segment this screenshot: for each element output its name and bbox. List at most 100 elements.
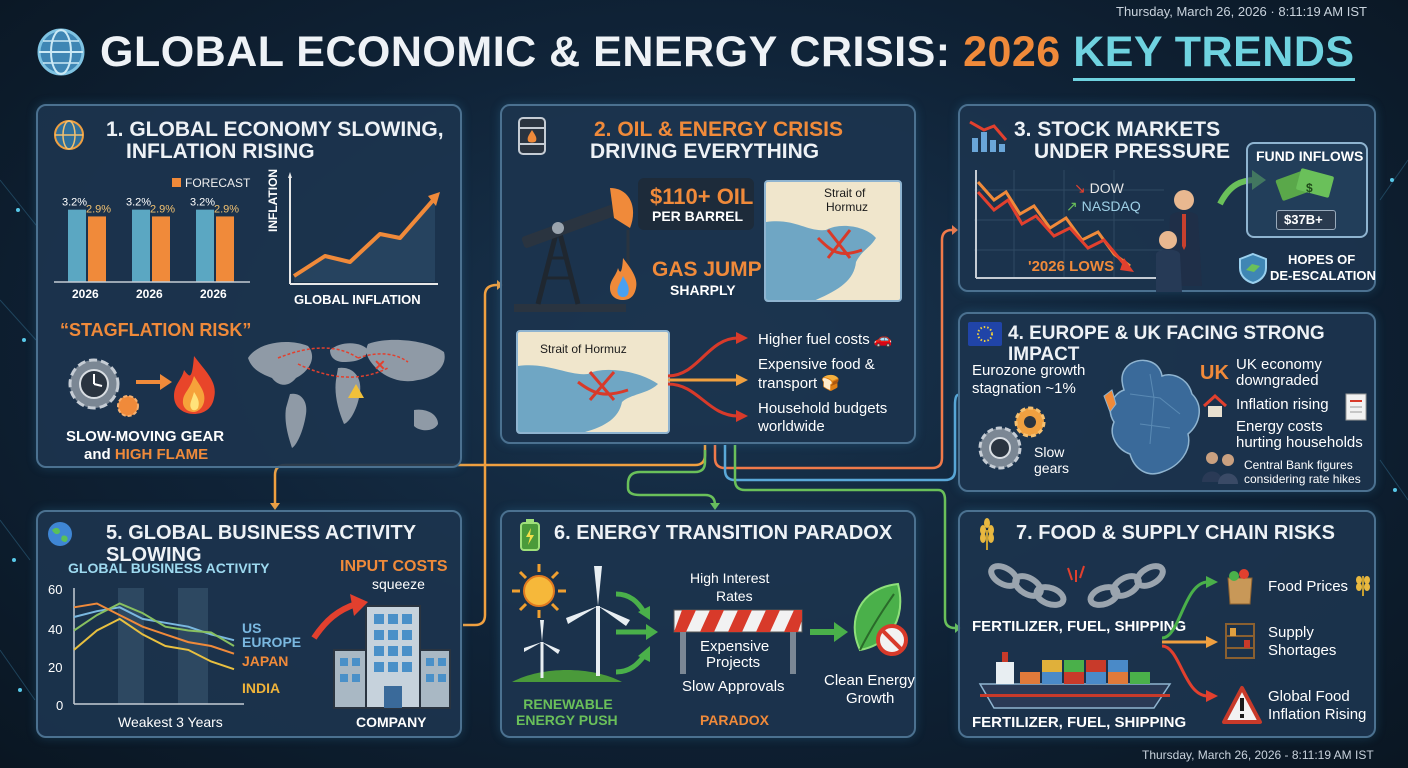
eu-flag-icon [968, 322, 1002, 346]
uk-economy-line1: UK economy [1236, 356, 1322, 373]
warning-icon [1222, 686, 1262, 724]
company-label: COMPANY [356, 714, 427, 730]
gear-icon [68, 358, 139, 417]
expensive-projects-2: Projects [706, 654, 761, 671]
bankers-icon [1202, 452, 1238, 484]
gas-flame-icon [610, 258, 637, 300]
central-bank-line2: considering rate hikes [1244, 472, 1361, 486]
series-line-india [73, 617, 235, 671]
bill-icon [1345, 393, 1367, 421]
panel-title-line2: UNDER PRESSURE [1034, 140, 1231, 163]
business-chart-title: GLOBAL BUSINESS ACTIVITY [68, 560, 270, 576]
panel-stock-markets: 3. STOCK MARKETS UNDER PRESSURE ↘ DOW ↗ … [958, 104, 1376, 292]
europe-map [1103, 359, 1200, 475]
food-bag-icon [1227, 569, 1253, 605]
gas-jump: GAS JUMP [652, 258, 762, 281]
renewable-label-1: RENEWABLE [523, 696, 613, 712]
legend-japan: JAPAN [242, 653, 289, 669]
effects-arrows [667, 332, 748, 422]
bar-forecast [152, 216, 170, 282]
y-tick-20: 20 [48, 660, 63, 675]
high-interest-2: Rates [716, 588, 753, 604]
flame-caption: and HIGH FLAME [84, 446, 209, 463]
energy-costs-line2: hurting households [1236, 434, 1363, 451]
panel-title-line2: DRIVING EVERYTHING [590, 140, 820, 163]
strait-label-top-2: Hormuz [826, 200, 869, 214]
ship-label: FERTILIZER, FUEL, SHIPPING [972, 714, 1187, 731]
paradox-label: PARADOX [700, 712, 769, 728]
wheat-icon [980, 518, 994, 550]
supply-line2: Shortages [1268, 642, 1337, 659]
input-squeeze-label: squeeze [372, 576, 425, 592]
lows-label: '2026 LOWS [1028, 258, 1115, 275]
battery-icon [520, 519, 540, 551]
bar-actual-label: 3.2% [190, 197, 215, 209]
legend-us: US [242, 620, 262, 636]
energy-costs-line1: Energy costs [1236, 418, 1323, 435]
fund-inflows-label: FUND INFLOWS [1256, 148, 1364, 164]
global-food-line2: Inflation Rising [1268, 706, 1367, 723]
panel-title: 4. EUROPE & UK FACING STRONG IMPACT [1008, 323, 1325, 365]
dove-shield-icon [1239, 252, 1267, 285]
inflation-axis-label: INFLATION [266, 168, 280, 232]
hormuz-map-drawing [518, 365, 658, 432]
businessmen-icon [1156, 190, 1202, 292]
money-icon: $ [1275, 168, 1334, 201]
clean-energy-1: Clean Energy [824, 672, 915, 689]
bar-year-label: 2026 [200, 287, 227, 301]
title-text: GLOBAL ECONOMIC & ENERGY CRISIS: 2026 KE… [100, 27, 1355, 81]
cargo-ship-icon [978, 652, 1172, 709]
wind-turbine-icon [512, 566, 630, 682]
dow-label: ↘ DOW [1074, 180, 1124, 196]
hormuz-map-bottom [516, 330, 670, 434]
barrier-icon [673, 609, 803, 674]
panel-oil-energy: 2. OIL & ENERGY CRISIS DRIVING EVERYTHIN… [500, 104, 916, 444]
flame-icon [174, 356, 215, 414]
panel-business-activity: 5. GLOBAL BUSINESS ACTIVITY SLOWING GLOB… [36, 510, 462, 738]
deescalation-label: DE-ESCALATION [1270, 268, 1376, 283]
house-icon [1202, 393, 1228, 417]
panel-title: 3. STOCK MARKETS [1014, 118, 1221, 141]
uk-label: UK [1200, 362, 1229, 384]
oil-barrel-icon [518, 117, 546, 155]
expensive-projects-1: Expensive [700, 638, 770, 655]
business-line-chart [73, 588, 244, 705]
hopes-label: HOPES OF [1288, 252, 1356, 267]
panel-energy-transition: 6. ENERGY TRANSITION PARADOX RENEWABLE E… [500, 510, 916, 738]
bar-actual-label: 3.2% [126, 197, 151, 209]
fund-amount: $37B+ [1284, 212, 1323, 227]
renewable-label-2: ENERGY PUSH [516, 712, 618, 728]
series-line-europe [73, 602, 235, 647]
market-line-chart [974, 170, 1164, 279]
chain-label: FERTILIZER, FUEL, SHIPPING [972, 618, 1187, 635]
bar-actual [68, 209, 86, 282]
series-line-us [73, 606, 235, 642]
y-tick-60: 60 [48, 582, 63, 597]
inflation-x-label: GLOBAL INFLATION [294, 292, 421, 307]
oil-price-card [638, 178, 754, 230]
earth-icon [48, 522, 72, 546]
bar-forecast-label: 2.9% [214, 203, 239, 215]
effect-worldwide: worldwide [758, 418, 825, 435]
high-interest-1: High Interest [690, 570, 770, 586]
clean-energy-2: Growth [846, 690, 895, 707]
broken-chain-icon [988, 563, 1166, 608]
bar-forecast [88, 216, 106, 282]
arrow-icon [136, 374, 172, 390]
bar-forecast [216, 216, 234, 282]
bar-actual-label: 3.2% [62, 197, 87, 209]
inflation-rising-label: Inflation rising [1236, 396, 1329, 413]
supply-line1: Supply [1268, 624, 1314, 641]
bar-year-label: 2026 [72, 287, 99, 301]
oil-price-unit: PER BARREL [652, 208, 744, 224]
hormuz-map-top [764, 180, 902, 302]
gear-caption: SLOW-MOVING GEAR [66, 428, 225, 445]
panel-food-supply: 7. FOOD & SUPPLY CHAIN RISKS FERTILIZER,… [958, 510, 1376, 738]
effect-household: Household budgets [758, 400, 888, 417]
recession-band [178, 588, 208, 704]
strait-label-top: Strait of [824, 186, 866, 200]
inflation-line-chart [288, 172, 440, 285]
panel-title: 2. OIL & ENERGY CRISIS [594, 118, 843, 141]
